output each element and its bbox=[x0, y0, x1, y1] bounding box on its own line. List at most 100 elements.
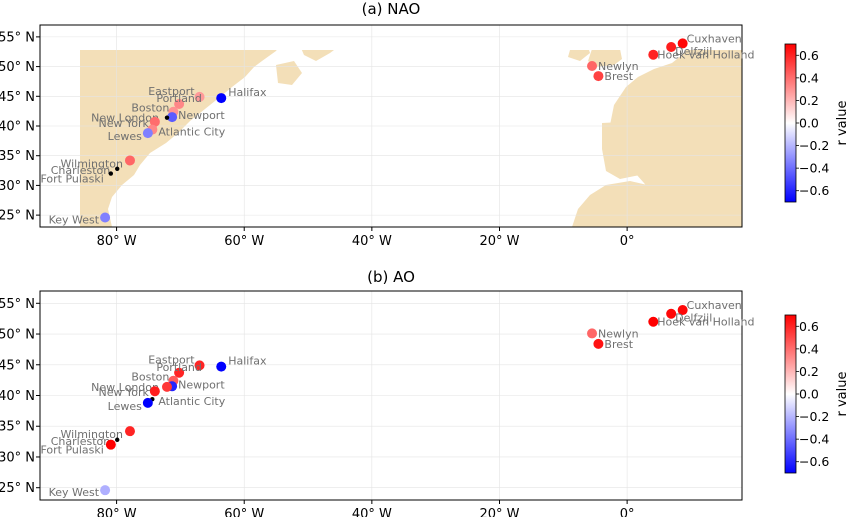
station-label: Lewes bbox=[108, 130, 142, 143]
x-tick-label: 0° bbox=[620, 234, 635, 249]
colorbar-gradient bbox=[784, 314, 797, 474]
x-tick-label: 20° W bbox=[479, 507, 519, 517]
station-marker bbox=[216, 93, 227, 104]
station-marker-small bbox=[164, 115, 170, 120]
station-marker bbox=[587, 328, 598, 339]
station-label: New London bbox=[91, 112, 159, 125]
station-label: Charleston bbox=[51, 164, 111, 177]
x-tick-label: 20° W bbox=[479, 234, 519, 249]
station-marker bbox=[677, 305, 688, 316]
y-tick-label: 30° N bbox=[0, 179, 35, 194]
station-label: Eastport bbox=[148, 353, 195, 366]
y-tick-label: 40° N bbox=[0, 389, 35, 404]
station-label: Brest bbox=[604, 70, 633, 83]
station-label: Newport bbox=[178, 109, 225, 122]
y-tick-label: 25° N bbox=[0, 481, 35, 496]
station-label: Delfzijl bbox=[675, 312, 712, 325]
x-tick-label: 40° W bbox=[352, 234, 392, 249]
station-label: Wilmington bbox=[60, 157, 123, 170]
station-label: Boston bbox=[131, 102, 169, 115]
station-marker bbox=[216, 361, 227, 372]
colorbar-tick-label: 0.4 bbox=[799, 341, 819, 356]
station-marker bbox=[194, 91, 205, 102]
panel-title: (a) NAO bbox=[362, 0, 421, 18]
station-marker bbox=[648, 316, 659, 327]
station-marker bbox=[194, 360, 205, 371]
station-label: Lewes bbox=[108, 400, 142, 413]
station-label: Atlantic City bbox=[158, 395, 225, 408]
colorbar-tick-label: 0.2 bbox=[799, 93, 819, 108]
colorbar-tick-label: 0.0 bbox=[799, 116, 819, 131]
colorbar-tick-label: 0.6 bbox=[799, 48, 819, 63]
station-marker bbox=[161, 381, 172, 392]
station-label: Cuxhaven bbox=[687, 299, 742, 312]
station-label: Charleston bbox=[51, 435, 111, 448]
y-tick-label: 45° N bbox=[0, 358, 35, 373]
x-tick-label: 60° W bbox=[224, 507, 264, 517]
station-marker bbox=[167, 112, 178, 123]
colorbar-tick-label: 0.0 bbox=[799, 387, 819, 402]
station-marker-small bbox=[108, 171, 114, 176]
station-marker bbox=[593, 338, 604, 349]
y-tick-label: 35° N bbox=[0, 149, 35, 164]
colorbar-tick-label: 0.4 bbox=[799, 70, 819, 85]
panel-title: (b) AO bbox=[367, 268, 415, 286]
station-marker bbox=[648, 49, 659, 60]
colorbar-tick-label: −0.6 bbox=[799, 454, 829, 469]
station-marker bbox=[677, 38, 688, 49]
station-label: Wilmington bbox=[60, 428, 123, 441]
colorbar-tick-label: 0.2 bbox=[799, 364, 819, 379]
station-label: New York bbox=[98, 117, 149, 130]
station-marker bbox=[666, 41, 677, 52]
colorbar-tick-label: −0.4 bbox=[799, 432, 829, 447]
colorbar-tick-label: −0.4 bbox=[799, 161, 829, 176]
station-marker bbox=[174, 99, 185, 110]
station-label: Newlyn bbox=[598, 60, 639, 73]
station-label: Eastport bbox=[148, 85, 195, 98]
station-marker-small bbox=[115, 437, 120, 442]
station-marker bbox=[100, 485, 111, 496]
station-marker bbox=[587, 60, 598, 71]
colorbar-label: r value bbox=[835, 372, 850, 417]
map-panel: (a) NAO 80° W 60° W 40° W 20° W 0° 25° N 30° N 3… bbox=[0, 0, 754, 249]
x-tick-label: 0° bbox=[620, 507, 635, 517]
station-label: Key West bbox=[49, 486, 100, 499]
x-tick-label: 40° W bbox=[352, 507, 392, 517]
x-tick-label: 80° W bbox=[97, 234, 137, 249]
station-marker bbox=[100, 212, 111, 223]
station-marker bbox=[666, 308, 677, 319]
y-tick-label: 55° N bbox=[0, 297, 35, 312]
station-marker bbox=[149, 386, 160, 397]
station-label: Newport bbox=[178, 378, 225, 391]
station-label: Fort Pulaski bbox=[40, 173, 103, 186]
map-panel: (b) AO 80° W 60° W 40° W 20° W 0° 25° N 30° N 35… bbox=[0, 268, 754, 517]
station-marker bbox=[142, 128, 153, 139]
station-label: Delfzijl bbox=[675, 45, 712, 58]
station-label: Atlantic City bbox=[158, 126, 225, 139]
colorbar-tick-label: −0.2 bbox=[799, 138, 829, 153]
station-label: Brest bbox=[604, 338, 633, 351]
station-label: Halifax bbox=[228, 355, 267, 368]
station-marker bbox=[174, 367, 185, 378]
station-label: Boston bbox=[131, 371, 169, 384]
station-label: Hoek van Holland bbox=[657, 49, 754, 62]
colorbar-label: r value bbox=[835, 101, 850, 146]
station-marker bbox=[593, 71, 604, 82]
station-label: Halifax bbox=[228, 86, 267, 99]
colorbar: 0.6 0.4 0.2 0.0 −0.2 −0.4 −0.6 r value bbox=[784, 314, 850, 474]
station-label: Key West bbox=[49, 213, 100, 226]
station-label: Cuxhaven bbox=[687, 32, 742, 45]
station-label: New London bbox=[91, 381, 159, 394]
station-label: Fort Pulaski bbox=[40, 444, 103, 457]
y-tick-label: 25° N bbox=[0, 209, 35, 224]
colorbar-gradient bbox=[784, 43, 797, 203]
x-tick-label: 80° W bbox=[97, 507, 137, 517]
x-tick-label: 60° W bbox=[224, 234, 264, 249]
colorbar-tick-label: −0.2 bbox=[799, 409, 829, 424]
station-marker-small bbox=[115, 166, 120, 171]
station-marker bbox=[149, 116, 160, 127]
station-marker bbox=[124, 155, 135, 166]
y-tick-label: 50° N bbox=[0, 60, 35, 75]
station-marker bbox=[142, 397, 153, 408]
station-label: Newlyn bbox=[598, 327, 639, 340]
